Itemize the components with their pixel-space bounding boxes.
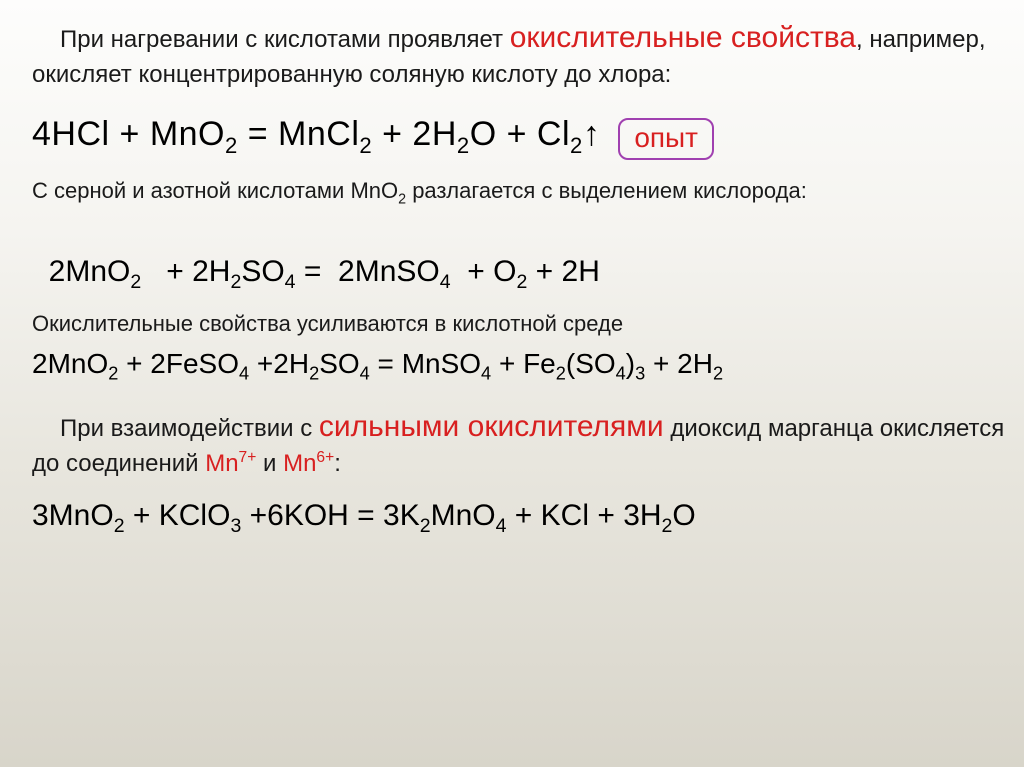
eq3-s6: 2	[556, 364, 566, 384]
p4-colon: :	[334, 450, 341, 477]
equation-4: 3MnO2 + KClO3 +6KOH = 3K2MnO4 + KCl + 3H…	[32, 499, 1014, 538]
eq1-b: = MnCl	[238, 115, 360, 153]
p4-a: При взаимодействии с	[60, 415, 319, 442]
eq2-s3: 4	[285, 271, 296, 293]
eq3-b: + 2FeSO	[118, 348, 239, 379]
eq2-a: 2MnO	[49, 255, 131, 288]
eq3-d: SO	[319, 348, 359, 379]
eq1-s4: 2	[570, 133, 583, 158]
eq1-arrow: ↑	[583, 115, 601, 153]
eq3-e: = MnSO	[370, 348, 481, 379]
eq1-s3: 2	[457, 133, 470, 158]
eq4-f: O	[672, 499, 695, 532]
eq4-s1: 2	[114, 515, 125, 537]
equation-1: 4HCl + MnO2 = MnCl2 + 2H2O + Cl2↑	[32, 115, 600, 159]
mn7: Mn7+	[205, 450, 256, 477]
mn6-t: Mn	[283, 450, 316, 477]
eq3-s2: 4	[239, 364, 249, 384]
eq3-s5: 4	[481, 364, 491, 384]
paragraph-2: С серной и азотной кислотами MnO2 разлаг…	[32, 177, 1014, 209]
eq1-a: 4HCl + MnO	[32, 115, 225, 153]
eq3-g: (SO	[566, 348, 616, 379]
eq4-s5: 2	[662, 515, 673, 537]
p4-and: и	[256, 450, 283, 477]
eq4-s4: 4	[496, 515, 507, 537]
mn7-sup: 7+	[239, 449, 257, 466]
eq3-s1: 2	[108, 364, 118, 384]
eq3-i: + 2H	[645, 348, 713, 379]
equation-1-row: 4HCl + MnO2 = MnCl2 + 2H2O + Cl2↑ опыт	[32, 101, 1014, 177]
eq2-b: + 2H	[141, 255, 230, 288]
eq2-f: + 2H	[527, 255, 600, 288]
eq4-b: + KClO	[125, 499, 231, 532]
eq2-e: + O	[451, 255, 517, 288]
eq3-c: +2H	[249, 348, 309, 379]
eq2-d: = 2MnSO	[296, 255, 440, 288]
p1-highlight: окислительные свойства	[510, 21, 856, 54]
p2-sub: 2	[398, 191, 406, 207]
eq4-s2: 3	[230, 515, 241, 537]
p1-text-a: При нагревании с кислотами проявляет	[60, 26, 510, 53]
mn6: Mn6+	[283, 450, 334, 477]
p4-hl: сильными окислителями	[319, 410, 664, 443]
eq3-s9: 2	[713, 364, 723, 384]
eq3-s4: 4	[360, 364, 370, 384]
eq3-s8: 3	[635, 364, 645, 384]
eq2-s5: 2	[516, 271, 527, 293]
eq1-s1: 2	[225, 133, 238, 158]
eq4-c: +6KOH = 3K	[241, 499, 419, 532]
eq1-s2: 2	[359, 133, 372, 158]
eq2-s2: 2	[230, 271, 241, 293]
paragraph-1: При нагревании с кислотами проявляет оки…	[32, 18, 1014, 91]
eq2-c: SO	[241, 255, 284, 288]
eq1-d: O + Cl	[470, 115, 570, 153]
mn6-sup: 6+	[316, 449, 334, 466]
p2-a: С серной и азотной кислотами MnO	[32, 178, 398, 203]
paragraph-4: При взаимодействии с сильными окислителя…	[32, 407, 1014, 481]
equation-2: 2MnO2 + 2H2SO4 = 2MnSO4 + O2 + 2H	[32, 221, 1014, 294]
eq3-h: )	[626, 348, 635, 379]
eq4-d: MnO	[431, 499, 496, 532]
eq2-s1: 2	[130, 271, 141, 293]
eq3-a: 2MnO	[32, 348, 108, 379]
eq3-s7: 4	[616, 364, 626, 384]
eq3-s3: 2	[309, 364, 319, 384]
eq4-s3: 2	[420, 515, 431, 537]
eq4-a: 3MnO	[32, 499, 114, 532]
mn7-t: Mn	[205, 450, 238, 477]
eq2-s4: 4	[440, 271, 451, 293]
experiment-badge[interactable]: опыт	[618, 118, 714, 160]
equation-3: 2MnO2 + 2FeSO4 +2H2SO4 = MnSO4 + Fe2(SO4…	[32, 348, 1014, 385]
paragraph-3: Окислительные свойства усиливаются в кис…	[32, 310, 1014, 339]
eq3-f: + Fe	[491, 348, 556, 379]
eq4-e: + KCl + 3H	[506, 499, 661, 532]
eq1-c: + 2H	[372, 115, 457, 153]
p2-b: разлагается с выделением кислорода:	[406, 178, 807, 203]
